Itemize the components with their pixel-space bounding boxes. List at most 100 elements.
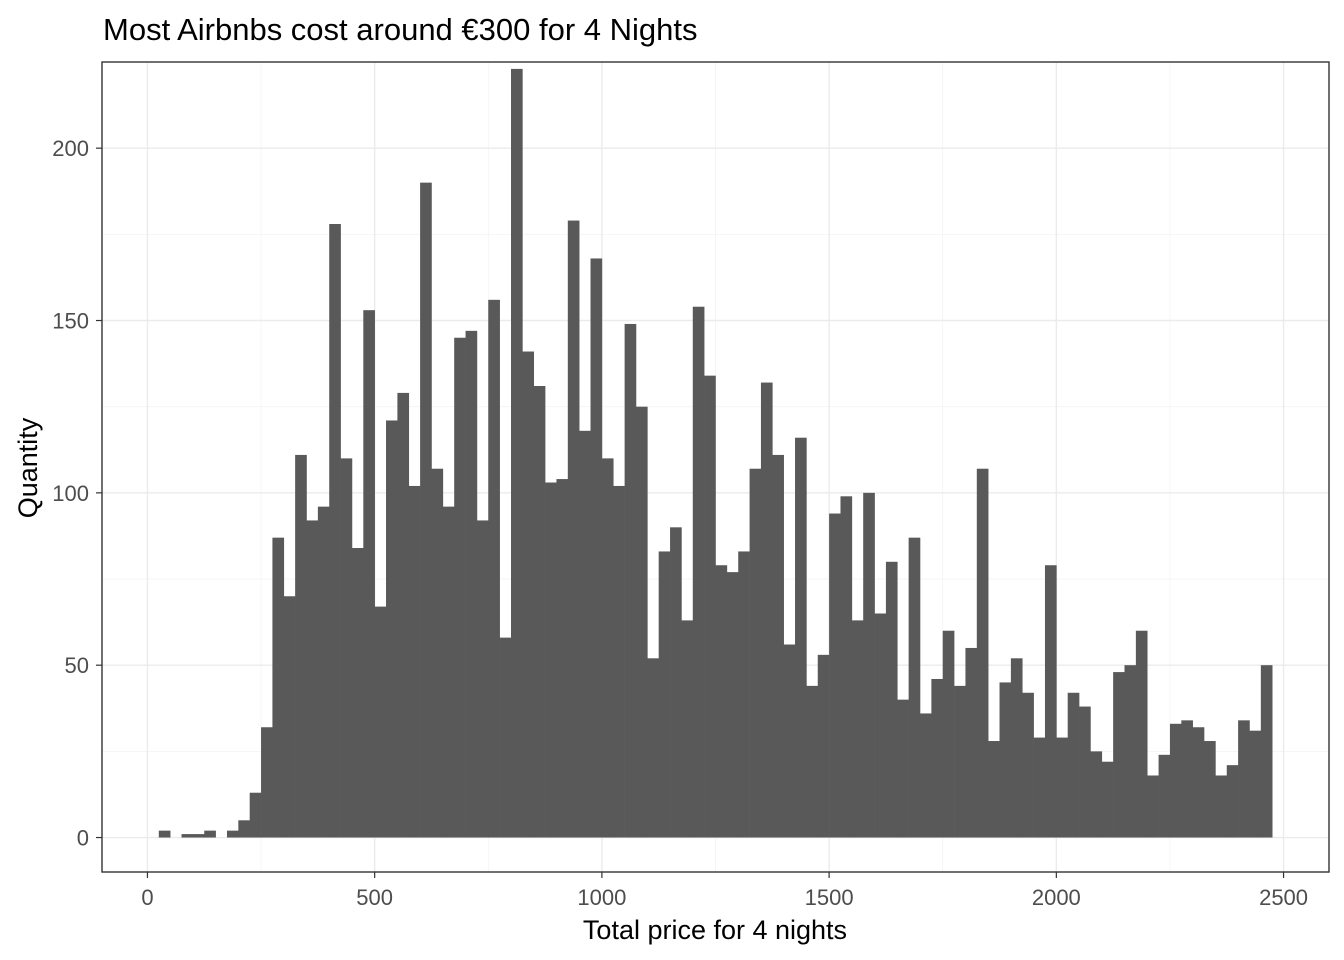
- histogram-bar: [431, 468, 444, 838]
- histogram-bar: [363, 310, 375, 838]
- y-axis-title: Quantity: [13, 417, 43, 518]
- x-tick-label: 2500: [1259, 885, 1308, 910]
- histogram-bar: [533, 386, 546, 838]
- histogram-bar: [511, 68, 523, 838]
- histogram-bar: [931, 678, 944, 838]
- histogram-bar: [351, 548, 364, 838]
- histogram-bar: [1204, 741, 1216, 838]
- histogram-bar: [965, 647, 978, 838]
- histogram-bar: [635, 406, 648, 838]
- x-tick-label: 1000: [577, 885, 626, 910]
- histogram-bar: [397, 392, 410, 838]
- histogram-bar: [226, 830, 239, 838]
- histogram-bar: [908, 537, 921, 838]
- histogram-bar: [306, 520, 319, 838]
- histogram-bars: [158, 68, 1273, 838]
- histogram-bar: [1010, 658, 1023, 838]
- x-tick-label: 500: [356, 885, 393, 910]
- histogram-bar: [976, 468, 989, 838]
- histogram-bar: [476, 520, 489, 838]
- histogram-bar: [522, 351, 535, 838]
- histogram-bar: [658, 551, 671, 838]
- histogram-bar: [329, 224, 341, 838]
- histogram-bar: [670, 527, 682, 838]
- y-tick-label: 50: [65, 653, 89, 678]
- histogram-bar: [192, 834, 205, 838]
- axes: 0 500 1000 1500 2000 2500 0 50 100 150 200: [52, 61, 1330, 910]
- histogram-bar: [1238, 720, 1250, 838]
- histogram-bar: [624, 323, 637, 838]
- histogram-bar: [783, 644, 796, 838]
- histogram-bar: [1044, 565, 1057, 838]
- histogram-bar: [249, 792, 262, 838]
- histogram-bar: [340, 458, 353, 838]
- histogram-bar: [374, 606, 387, 838]
- panel-border: [101, 61, 1330, 873]
- histogram-bar: [715, 565, 728, 838]
- histogram-bar: [829, 513, 841, 838]
- histogram-bar: [1124, 665, 1137, 838]
- histogram-bar: [1158, 754, 1171, 838]
- histogram-bar: [204, 830, 216, 838]
- histogram-bar: [704, 375, 716, 838]
- histogram-bar: [420, 182, 432, 838]
- histogram-bar: [590, 258, 603, 838]
- histogram-bar: [601, 458, 614, 838]
- histogram-bar: [954, 685, 966, 838]
- histogram-bar: [806, 685, 819, 838]
- histogram-bar: [386, 420, 398, 838]
- histogram-bar: [1215, 775, 1228, 838]
- histogram-bar: [613, 485, 625, 838]
- histogram-bar: [283, 596, 296, 838]
- histogram-bar: [295, 454, 307, 838]
- histogram-bar: [465, 330, 478, 838]
- histogram-bar: [1113, 672, 1125, 838]
- histogram-bar: [1226, 765, 1239, 838]
- histogram-bar: [545, 482, 557, 838]
- histogram-bar: [1056, 737, 1068, 838]
- x-tick-label: 2000: [1032, 885, 1081, 910]
- histogram-bar: [1022, 692, 1034, 838]
- histogram-bar: [851, 620, 864, 838]
- histogram-bar: [1067, 692, 1080, 838]
- histogram-bar: [1101, 761, 1114, 838]
- histogram-bar: [567, 220, 580, 838]
- histogram-bar: [681, 620, 694, 838]
- histogram-bar: [920, 713, 932, 838]
- histogram-bar: [999, 682, 1012, 838]
- histogram-bar: [1249, 730, 1262, 838]
- histogram-bar: [1169, 723, 1182, 838]
- x-tick-label: 1500: [805, 885, 854, 910]
- chart-title: Most Airbnbs cost around €300 for 4 Nigh…: [103, 12, 698, 47]
- histogram-bar: [942, 630, 955, 838]
- histogram-bar: [488, 299, 500, 838]
- x-tick-label: 0: [141, 885, 153, 910]
- histogram-bar: [897, 699, 909, 838]
- y-tick-label: 0: [77, 826, 89, 851]
- y-tick-label: 100: [52, 481, 89, 506]
- histogram-bar: [272, 537, 285, 838]
- histogram-bar: [556, 479, 569, 838]
- histogram-bar: [692, 306, 705, 838]
- histogram-bar: [181, 834, 194, 838]
- histogram-bar: [238, 820, 250, 838]
- histogram-bar: [408, 485, 421, 838]
- histogram-bar: [760, 382, 773, 838]
- histogram-bar: [317, 506, 330, 838]
- y-tick-label: 200: [52, 136, 89, 161]
- histogram-bar: [749, 468, 762, 838]
- histogram-bar: [1033, 737, 1046, 838]
- histogram-bar: [499, 637, 512, 838]
- histogram-bar: [988, 741, 1000, 838]
- histogram-bar: [442, 506, 455, 838]
- histogram-bar: [1135, 630, 1148, 838]
- histogram-bar: [795, 437, 807, 838]
- histogram-bar: [885, 561, 898, 838]
- y-tick-label: 150: [52, 309, 89, 334]
- histogram-bar: [1181, 720, 1193, 838]
- histogram-bar: [261, 727, 273, 838]
- histogram-bar: [1192, 727, 1205, 838]
- histogram-bar: [863, 492, 875, 838]
- histogram-bar: [1079, 706, 1091, 838]
